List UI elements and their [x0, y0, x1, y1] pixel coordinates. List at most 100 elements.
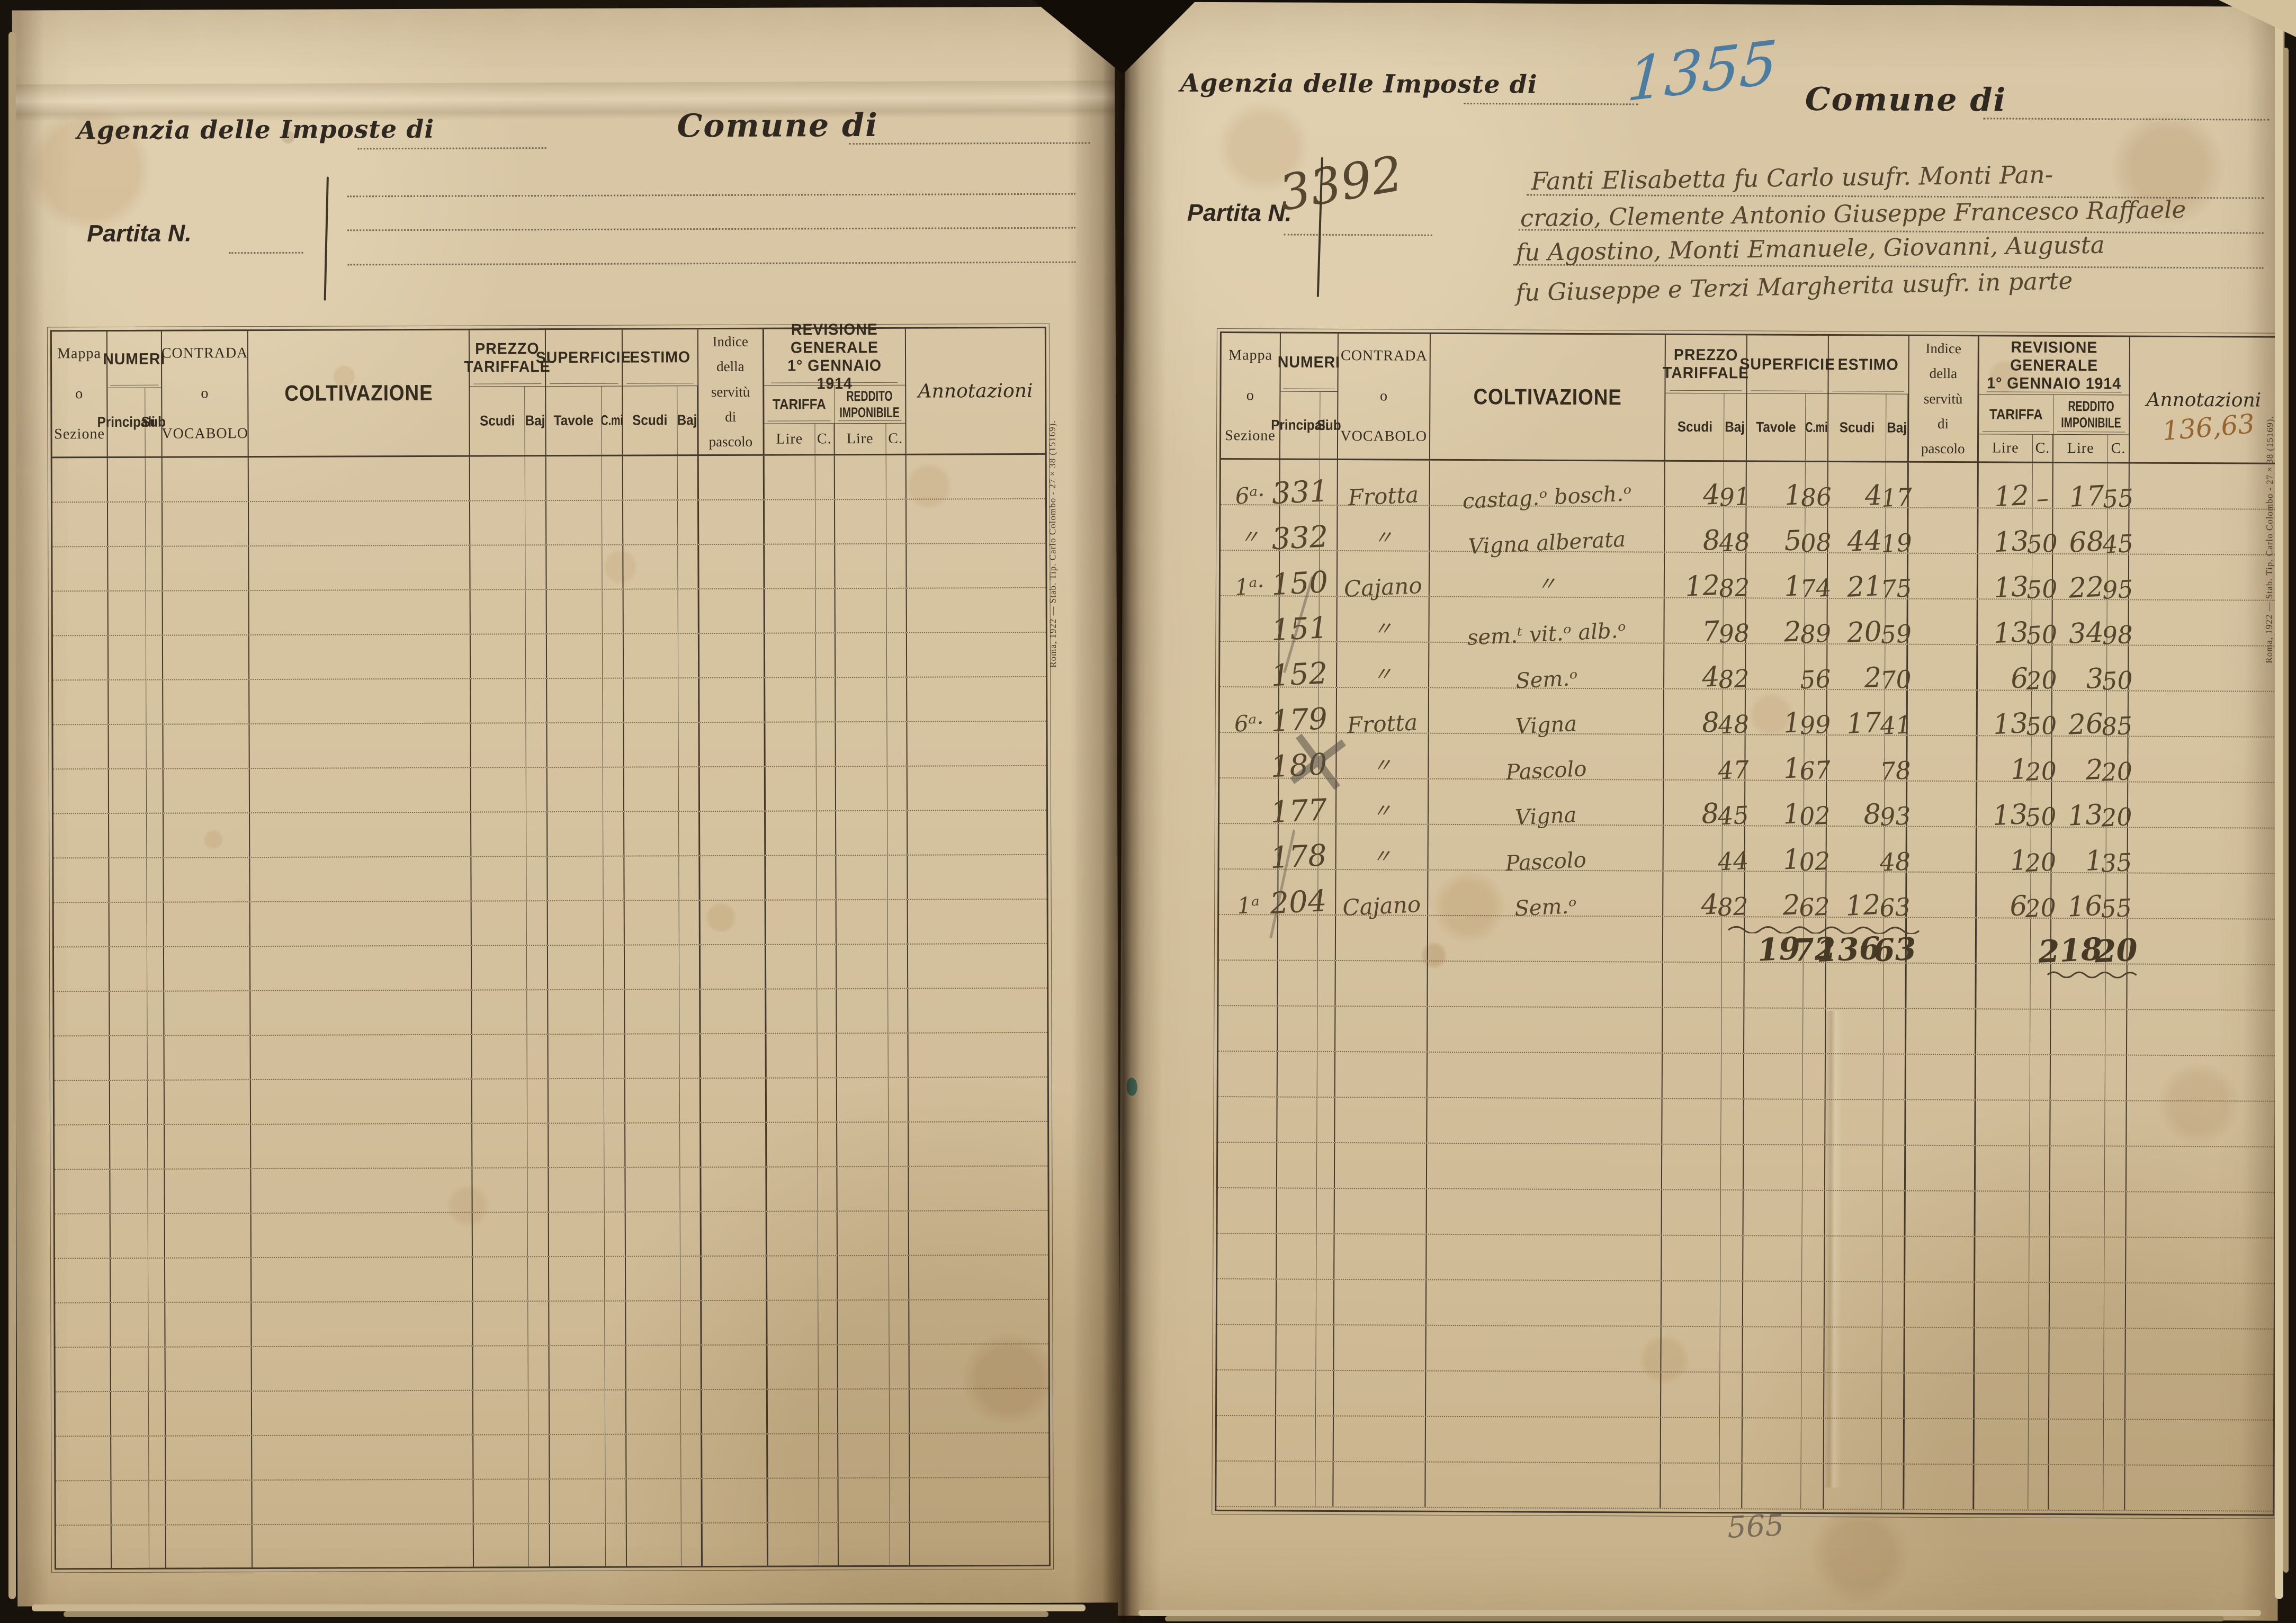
cell-contrada	[166, 1525, 253, 1568]
col-estimo-baj-header: Baj	[1886, 394, 1909, 461]
cell-prezzo-scudi	[471, 723, 526, 767]
cell-reddito-cent	[888, 1033, 909, 1078]
cell-prezzo-baj: 91	[1719, 462, 1751, 512]
cell-indice-pascolo	[1907, 827, 1977, 872]
cell-mappa	[55, 1303, 111, 1347]
cell-numero	[108, 591, 146, 635]
cell-tariffa-cent	[2030, 1055, 2051, 1100]
cell-estimo-scudi	[625, 1212, 680, 1256]
cell-tariffa-cent: 50	[2026, 554, 2058, 604]
cell-mappa	[1218, 961, 1278, 1006]
cell-mappa	[1218, 1097, 1278, 1142]
cell-prezzo-scudi: 8	[1665, 507, 1724, 557]
cell-numero	[109, 725, 147, 769]
cell-superficie-cmi	[605, 1301, 626, 1345]
cell-superficie-tavole	[550, 1434, 606, 1479]
cell-estimo-scudi: 4	[1828, 462, 1887, 512]
table-row	[55, 1167, 1048, 1215]
col-tariffa-lire-header: Lire	[1978, 434, 2033, 462]
cell-reddito-lire: 68	[2053, 509, 2108, 559]
cell-superficie-cmi	[1802, 1236, 1825, 1281]
intestatari-handwriting-3: fu Agostino, Monti Emanuele, Giovanni, A…	[1515, 230, 2105, 267]
cell-prezzo-baj	[1720, 1236, 1744, 1281]
cell-tariffa-cent	[2029, 1283, 2050, 1328]
cell-mappa	[1217, 1143, 1277, 1188]
cell-estimo-baj	[1883, 1100, 1906, 1145]
cell-mappa	[53, 947, 110, 991]
cell-estimo-scudi	[624, 901, 679, 945]
cell-superficie-tavole	[549, 1346, 605, 1390]
cell-tariffa-cent	[818, 1345, 838, 1389]
cell-prezzo-baj	[526, 901, 548, 945]
cell-tariffa-lire	[767, 1167, 818, 1211]
cell-coltivazione	[1428, 961, 1664, 1007]
col-estimo-scudi-header: Scudi	[623, 386, 678, 455]
cell-contrada: Cajano	[1336, 870, 1429, 921]
cell-annotazioni	[910, 1433, 1049, 1477]
gutter-shadow	[1102, 0, 1141, 1623]
cell-tariffa-cent	[817, 1078, 837, 1122]
cell-estimo-scudi	[624, 723, 679, 767]
cell-superficie-cmi	[603, 856, 625, 901]
cell-tariffa-lire	[765, 811, 817, 855]
cell-estimo-scudi	[624, 812, 679, 856]
cell-prezzo-baj	[1720, 1190, 1744, 1235]
cell-contrada	[163, 635, 250, 679]
cell-contrada	[165, 1392, 253, 1436]
col-coltivazione-header: COLTIVAZIONE	[1430, 334, 1666, 460]
cell-estimo-baj	[678, 545, 699, 589]
cell-numero	[111, 1526, 150, 1568]
cell-tariffa-cent	[2030, 1009, 2051, 1055]
cell-numero	[110, 1259, 149, 1303]
cell-reddito-lire	[2050, 1146, 2105, 1191]
cell-reddito-lire	[837, 1212, 889, 1256]
cell-sub	[1316, 1371, 1334, 1416]
cell-numero	[109, 947, 148, 991]
cell-coltivazione	[252, 1435, 474, 1480]
cell-prezzo-scudi	[472, 990, 527, 1034]
cell-sub	[1316, 1189, 1335, 1234]
table-row	[53, 722, 1046, 770]
cell-reddito-cent	[887, 722, 908, 766]
cell-indice-pascolo	[1907, 644, 1978, 690]
cell-contrada	[165, 1258, 252, 1302]
cell-superficie-tavole: 1	[1745, 826, 1805, 876]
cell-annotazioni	[2128, 828, 2276, 873]
cell-prezzo-baj	[1719, 1418, 1743, 1463]
cell-numero	[108, 636, 147, 680]
cell-annotazioni	[909, 1256, 1048, 1299]
comune-fill-line	[1983, 118, 2270, 121]
cell-superficie-cmi	[1803, 1009, 1826, 1054]
table-row	[1218, 1006, 2275, 1056]
cell-superficie-tavole	[546, 634, 603, 678]
cell-annotazioni	[907, 588, 1046, 632]
cell-superficie-tavole	[548, 946, 604, 990]
cell-numero	[109, 858, 147, 902]
cell-prezzo-baj	[1721, 1054, 1744, 1099]
cell-superficie-cmi: 02	[1799, 827, 1831, 876]
cell-tariffa-cent	[816, 722, 836, 766]
cell-annotazioni	[2126, 1238, 2274, 1283]
cell-contrada	[1334, 1371, 1427, 1416]
cell-numero: 331	[1271, 460, 1329, 511]
cell-reddito-lire: 26	[2052, 691, 2107, 741]
cell-mappa	[1218, 1052, 1278, 1097]
cell-superficie-cmi: 08	[1800, 508, 1833, 558]
cell-prezzo-baj	[527, 1213, 549, 1257]
register-table-left: Mappa o Sezione NUMERI Principali Sub CONT…	[47, 321, 1054, 1573]
cell-estimo-scudi	[626, 1346, 681, 1389]
cell-mappa	[55, 1348, 111, 1392]
cell-prezzo-baj: 82	[1718, 644, 1750, 694]
table-totals-row: 19 72 136 63 218 20	[1218, 915, 2276, 970]
cell-contrada	[165, 1303, 252, 1347]
cell-coltivazione	[249, 679, 471, 724]
cell-mappa	[54, 992, 110, 1036]
cell-indice-pascolo	[1906, 963, 1977, 1009]
cell-estimo-baj	[678, 634, 699, 678]
cell-annotazioni	[2129, 509, 2277, 554]
cell-sub	[146, 724, 164, 769]
cell-reddito-cent: 98	[2102, 600, 2134, 650]
cell-mappa	[56, 1481, 112, 1525]
cell-reddito-lire	[838, 1389, 890, 1433]
cell-superficie-tavole: 2	[1744, 872, 1804, 921]
